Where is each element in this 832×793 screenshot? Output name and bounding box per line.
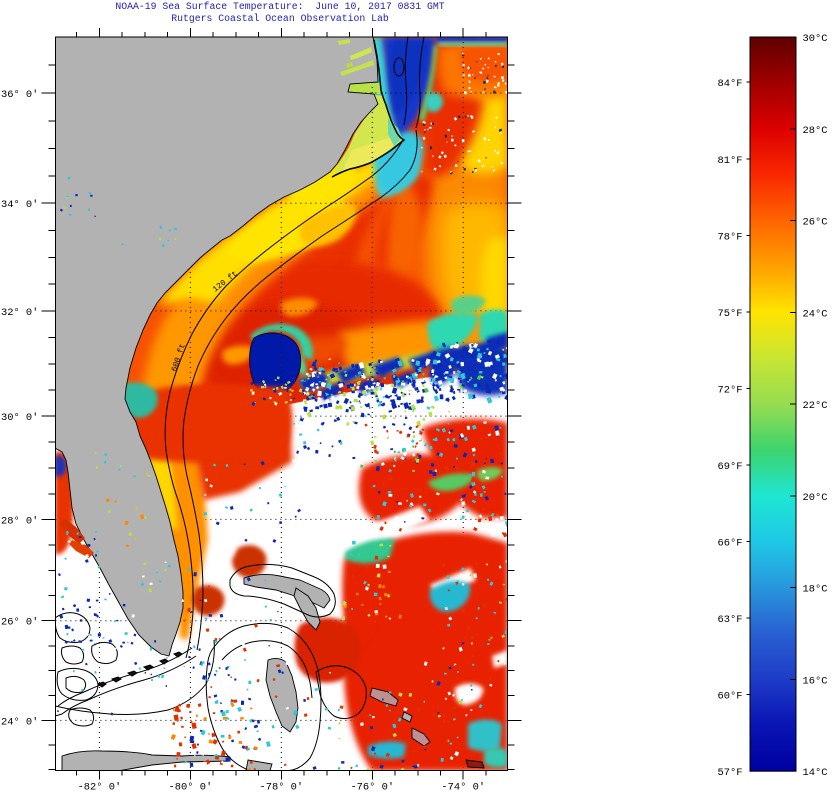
svg-text:-74° 0': -74° 0' (441, 782, 485, 793)
svg-text:63°F: 63°F (718, 614, 743, 626)
svg-text:26°C: 26°C (803, 217, 828, 229)
svg-text:81°F: 81°F (718, 155, 743, 167)
svg-text:24° 0': 24° 0' (1, 716, 38, 728)
svg-text:57°F: 57°F (718, 767, 743, 779)
svg-text:36° 0': 36° 0' (1, 89, 38, 101)
svg-text:NOAA-19 Sea Surface Temperatur: NOAA-19 Sea Surface Temperature: June 10… (115, 1, 444, 12)
svg-text:24°C: 24°C (803, 308, 828, 320)
svg-text:78°F: 78°F (718, 231, 743, 243)
svg-text:32° 0': 32° 0' (1, 307, 38, 319)
svg-text:16°C: 16°C (803, 675, 828, 687)
svg-text:30° 0': 30° 0' (1, 412, 38, 424)
svg-text:-82° 0': -82° 0' (78, 782, 122, 793)
svg-text:69°F: 69°F (718, 461, 743, 473)
svg-text:30°C: 30°C (803, 33, 828, 45)
svg-text:60°F: 60°F (718, 691, 743, 703)
svg-text:-80° 0': -80° 0' (169, 782, 213, 793)
svg-text:66°F: 66°F (718, 538, 743, 550)
svg-text:-76° 0': -76° 0' (350, 782, 394, 793)
svg-text:28° 0': 28° 0' (1, 515, 38, 527)
svg-text:84°F: 84°F (718, 78, 743, 90)
svg-text:34° 0': 34° 0' (1, 199, 38, 211)
svg-text:72°F: 72°F (718, 384, 743, 396)
svg-text:18°C: 18°C (803, 584, 828, 596)
svg-text:75°F: 75°F (718, 308, 743, 320)
svg-text:-78° 0': -78° 0' (259, 782, 303, 793)
svg-text:26° 0': 26° 0' (1, 617, 38, 629)
svg-text:Rutgers Coastal Ocean Observat: Rutgers Coastal Ocean Observation Lab (171, 13, 389, 24)
svg-text:28°C: 28°C (803, 125, 828, 137)
svg-text:14°C: 14°C (803, 767, 828, 779)
svg-text:22°C: 22°C (803, 400, 828, 412)
svg-text:20°C: 20°C (803, 492, 828, 504)
